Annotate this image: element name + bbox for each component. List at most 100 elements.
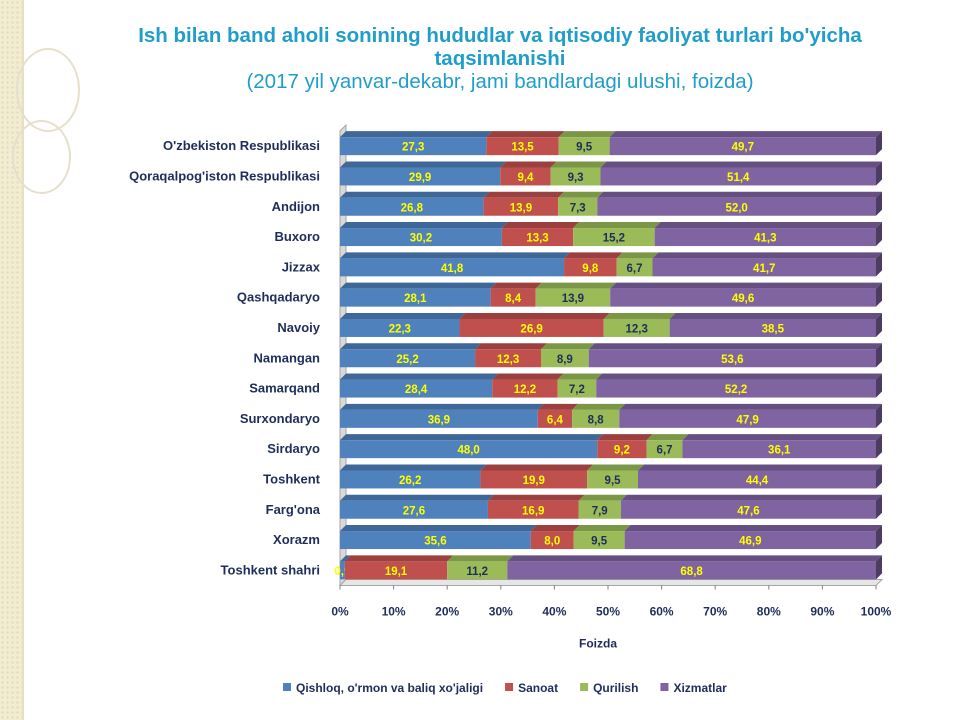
x-tick-label: 90%: [810, 605, 834, 619]
data-label: 22,3: [389, 323, 411, 335]
data-label: 47,6: [737, 505, 759, 517]
bar-top-face: [669, 312, 882, 319]
bar-segment: [573, 228, 655, 247]
bar-top-face: [340, 252, 571, 259]
data-label: 8,4: [505, 293, 522, 305]
data-label: 44,4: [746, 475, 769, 487]
decorative-side-line: [22, 0, 24, 720]
bar-top-face: [578, 494, 627, 501]
bar-segment: [535, 288, 611, 307]
bar-top-face: [340, 373, 499, 380]
bar-segment: [654, 228, 876, 247]
bar-top-face: [620, 494, 882, 501]
bar-top-face: [564, 252, 623, 259]
category-label: Andijon: [272, 199, 320, 214]
bar-top-face: [603, 312, 676, 319]
bar-segment: [619, 409, 876, 428]
bar-top-face: [541, 343, 595, 350]
bar-segment: [340, 167, 501, 186]
x-tick-label: 0%: [331, 605, 349, 619]
bar-top-face: [573, 525, 631, 532]
bar-segment: [340, 409, 538, 428]
bar-segment: [558, 137, 610, 156]
bar-segment: [340, 197, 484, 216]
bar-top-face: [507, 555, 882, 562]
bar-side-face: [876, 222, 882, 247]
bar-segment: [340, 137, 487, 156]
bar-top-face: [501, 222, 580, 229]
data-label: 9,5: [576, 142, 593, 154]
bar-top-face: [340, 222, 508, 229]
bar-side-face: [876, 555, 882, 580]
data-label: 41,8: [441, 263, 464, 275]
data-label: 52,0: [725, 202, 747, 214]
category-label: Jizzax: [282, 259, 321, 274]
bar-segment: [340, 258, 565, 277]
bar-segment: [492, 379, 558, 398]
bar-top-face: [537, 403, 579, 410]
bar-top-face: [588, 343, 882, 350]
data-label: 8,8: [588, 414, 605, 426]
bar-top-face: [597, 434, 653, 441]
bar-top-face: [340, 312, 466, 319]
bar-segment: [682, 440, 876, 459]
bar-segment: [340, 318, 460, 337]
bar-top-face: [340, 131, 493, 138]
bar-side-face: [876, 494, 882, 519]
data-label: 9,5: [605, 475, 622, 487]
data-label: 52,2: [725, 384, 747, 396]
bar-segment: [459, 318, 604, 337]
bar-segment: [340, 228, 502, 247]
data-label: 38,5: [762, 323, 785, 335]
x-tick-label: 10%: [382, 605, 406, 619]
data-label: 13,3: [526, 233, 548, 245]
legend-label: Qurilish: [593, 681, 638, 695]
legend-swatch: [505, 683, 514, 691]
bar-side-face: [876, 252, 882, 277]
data-label: 13,9: [562, 293, 584, 305]
category-label: Toshkent shahri: [221, 562, 320, 577]
bar-segment: [652, 258, 876, 277]
title-line-1: Ish bilan band aholi sonining hududlar v…: [138, 24, 862, 47]
data-label: 49,6: [732, 293, 754, 305]
decorative-side-strip: [0, 0, 22, 720]
bar-segment: [550, 167, 601, 186]
bar-segment: [588, 349, 876, 368]
bar-segment: [597, 197, 876, 216]
data-label: 9,4: [517, 172, 534, 184]
bar-top-face: [340, 525, 537, 532]
bar-segment: [537, 409, 573, 428]
data-label: 30,2: [410, 233, 432, 245]
data-label: 9,2: [614, 445, 630, 457]
bar-top-face: [500, 161, 557, 168]
x-tick-label: 30%: [489, 605, 513, 619]
data-label: 6,4: [547, 414, 564, 426]
data-label: 6,7: [627, 263, 643, 275]
bar-top-face: [652, 252, 882, 259]
bar-segment: [490, 288, 536, 307]
x-tick-label: 20%: [435, 605, 459, 619]
bar-top-face: [682, 434, 882, 441]
title-line-3: (2017 yil yanvar-dekabr, jami bandlardag…: [246, 70, 754, 93]
bar-top-face: [340, 434, 604, 441]
bar-top-face: [344, 555, 454, 562]
data-label: 27,6: [403, 505, 425, 517]
data-label: 48,0: [457, 445, 479, 457]
data-label: 13,5: [511, 142, 534, 154]
data-label: 12,2: [514, 384, 536, 396]
data-label: 26,8: [401, 202, 424, 214]
bar-side-face: [876, 434, 882, 459]
x-tick-label: 70%: [703, 605, 727, 619]
bar-top-face: [459, 312, 610, 319]
bar-segment: [624, 531, 876, 550]
title-line-2: taqsimlanishi: [434, 47, 566, 70]
bar-segment: [340, 349, 476, 368]
data-label: 15,2: [603, 233, 625, 245]
data-label: 46,9: [739, 536, 761, 548]
category-label: Buxoro: [275, 229, 321, 244]
bar-segment: [603, 318, 670, 337]
data-label: 41,7: [753, 263, 775, 275]
decorative-circle: [12, 120, 71, 194]
bar-segment: [500, 167, 551, 186]
